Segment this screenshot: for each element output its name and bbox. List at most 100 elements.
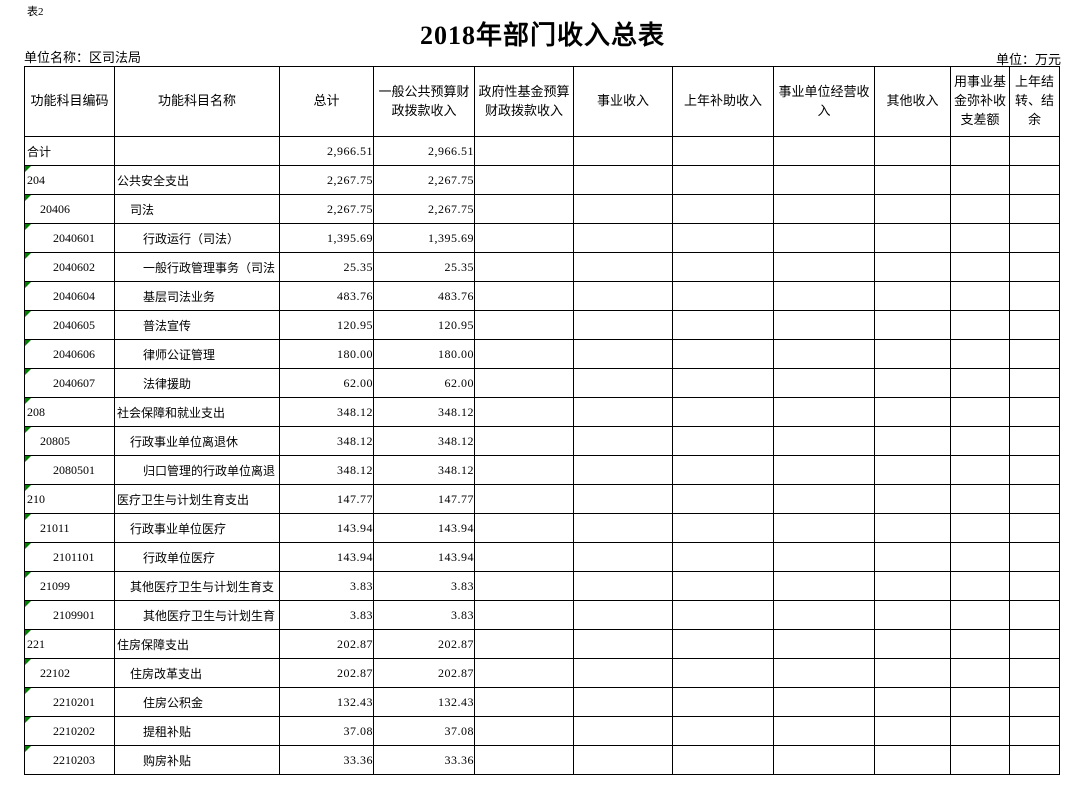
cell-flag-triangle-icon [25,224,31,230]
code-cell: 221 [24,629,115,659]
empty-value-cell [950,687,1010,717]
empty-value-cell [950,194,1010,224]
empty-value-cell [672,658,774,688]
empty-value-cell [874,223,951,253]
value-cell: 202.87 [279,629,374,659]
empty-value-cell [573,455,673,485]
empty-value-cell [950,223,1010,253]
empty-value-cell [672,513,774,543]
cell-flag-triangle-icon [25,166,31,172]
empty-value-cell [1009,194,1060,224]
name-cell: 医疗卫生与计划生育支出 [114,484,280,514]
code-cell: 2080501 [24,455,115,485]
table-row: 221 住房保障支出 202.87 202.87 [24,629,1060,659]
name-cell: 其他医疗卫生与计划生育支 [114,571,280,601]
value-cell: 143.94 [279,513,374,543]
empty-value-cell [1009,397,1060,427]
empty-value-cell [874,513,951,543]
empty-value-cell [1009,223,1060,253]
empty-value-cell [474,658,574,688]
empty-value-cell [474,339,574,369]
value-cell: 348.12 [373,455,475,485]
code-cell: 204 [24,165,115,195]
empty-value-cell [573,397,673,427]
cell-flag-triangle-icon [25,688,31,694]
empty-value-cell [1009,658,1060,688]
empty-value-cell [672,165,774,195]
empty-value-cell [773,455,875,485]
column-header-1: 功能科目名称 [114,66,280,137]
empty-value-cell [474,165,574,195]
empty-value-cell [672,745,774,775]
value-cell: 348.12 [279,426,374,456]
empty-value-cell [874,687,951,717]
empty-value-cell [1009,513,1060,543]
code-cell: 21099 [24,571,115,601]
empty-value-cell [950,484,1010,514]
table-row: 204 公共安全支出 2,267.75 2,267.75 [24,165,1060,195]
column-header-8: 其他收入 [874,66,951,137]
unit-name-label: 单位名称：区司法局 [24,50,142,65]
empty-value-cell [874,281,951,311]
table-row: 2210203 购房补贴 33.36 33.36 [24,745,1060,775]
value-cell: 348.12 [279,397,374,427]
empty-value-cell [573,716,673,746]
cell-flag-triangle-icon [25,427,31,433]
empty-value-cell [474,600,574,630]
empty-value-cell [474,252,574,282]
empty-value-cell [573,629,673,659]
cell-flag-triangle-icon [25,543,31,549]
code-cell: 210 [24,484,115,514]
value-cell: 147.77 [373,484,475,514]
value-cell: 25.35 [373,252,475,282]
table-row: 21011 行政事业单位医疗 143.94 143.94 [24,513,1060,543]
empty-value-cell [1009,687,1060,717]
empty-value-cell [573,658,673,688]
empty-value-cell [573,745,673,775]
empty-value-cell [874,252,951,282]
empty-value-cell [773,368,875,398]
value-cell: 348.12 [373,426,475,456]
empty-value-cell [474,716,574,746]
code-cell: 2040606 [24,339,115,369]
value-cell: 120.95 [373,310,475,340]
empty-value-cell [1009,745,1060,775]
value-cell: 147.77 [279,484,374,514]
value-cell: 180.00 [373,339,475,369]
empty-value-cell [950,252,1010,282]
value-cell: 2,966.51 [373,136,475,166]
table-row: 2040602 一般行政管理事务（司法 25.35 25.35 [24,252,1060,282]
empty-value-cell [474,310,574,340]
empty-value-cell [874,339,951,369]
name-cell: 普法宣传 [114,310,280,340]
value-cell: 3.83 [279,600,374,630]
table-row: 2109901 其他医疗卫生与计划生育 3.83 3.83 [24,600,1060,630]
cell-flag-triangle-icon [25,369,31,375]
table-row: 2040601 行政运行（司法） 1,395.69 1,395.69 [24,223,1060,253]
empty-value-cell [874,310,951,340]
empty-value-cell [474,426,574,456]
empty-value-cell [1009,629,1060,659]
cell-flag-triangle-icon [25,282,31,288]
empty-value-cell [1009,310,1060,340]
code-cell: 2210201 [24,687,115,717]
empty-value-cell [672,687,774,717]
empty-value-cell [474,368,574,398]
column-header-10: 上年结转、结余 [1009,66,1060,137]
empty-value-cell [672,600,774,630]
empty-value-cell [950,339,1010,369]
empty-value-cell [474,136,574,166]
empty-value-cell [773,165,875,195]
value-cell: 202.87 [373,658,475,688]
empty-value-cell [950,542,1010,572]
name-cell: 行政事业单位离退休 [114,426,280,456]
cell-flag-triangle-icon [25,195,31,201]
empty-value-cell [672,426,774,456]
empty-value-cell [573,484,673,514]
empty-value-cell [573,571,673,601]
empty-value-cell [1009,542,1060,572]
name-cell: 行政事业单位医疗 [114,513,280,543]
value-cell: 348.12 [279,455,374,485]
code-cell: 2040604 [24,281,115,311]
column-header-2: 总计 [279,66,374,137]
